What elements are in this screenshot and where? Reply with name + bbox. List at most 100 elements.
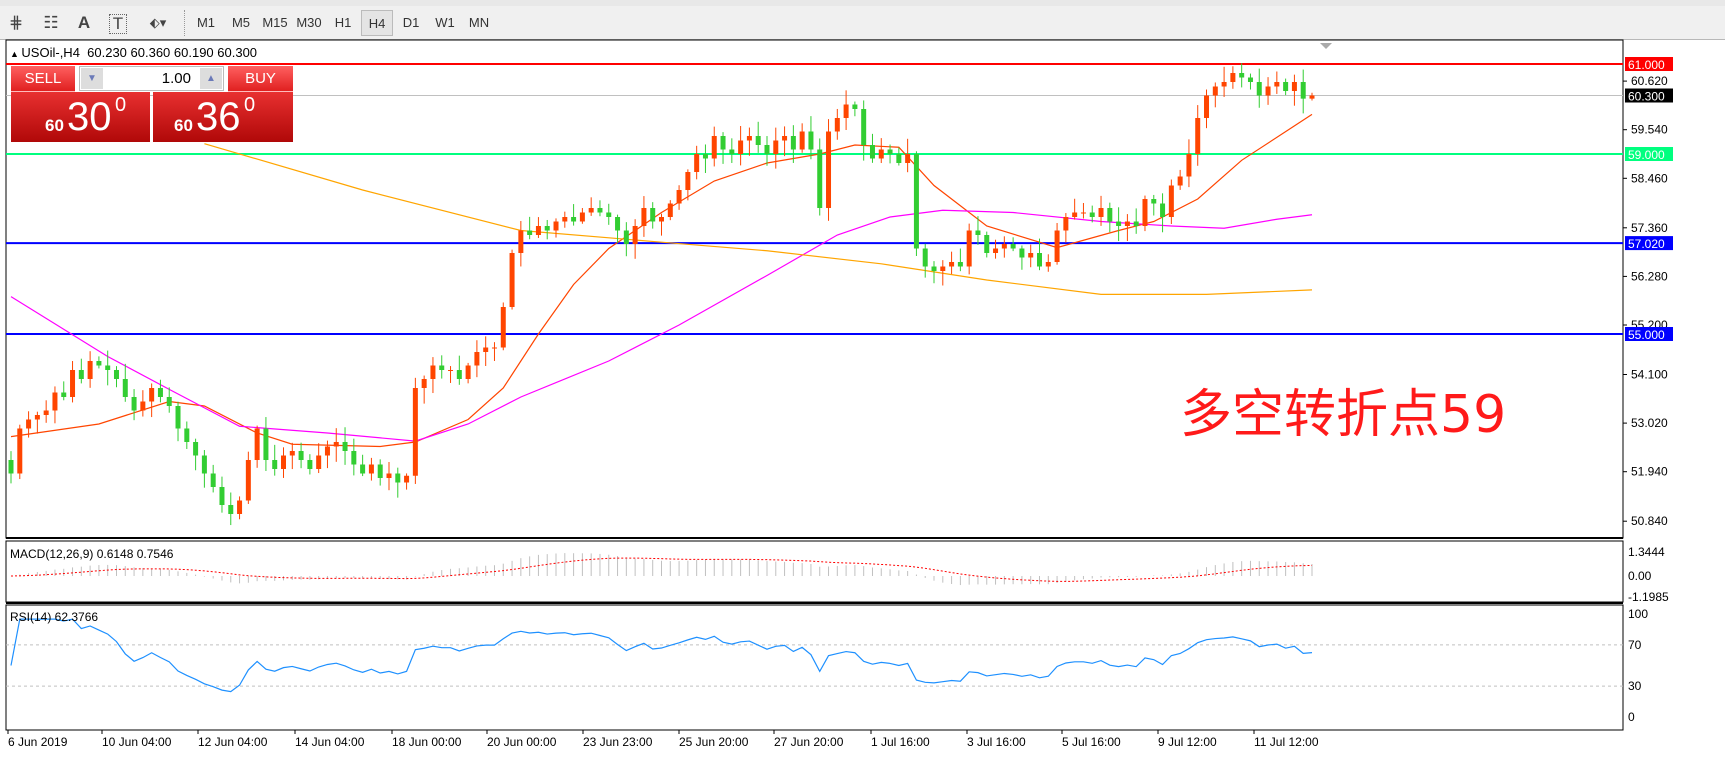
timeframe-mn[interactable]: MN (468, 15, 490, 30)
candle-body (518, 230, 524, 253)
lot-decrease-icon[interactable]: ▼ (81, 68, 103, 89)
candle-body (483, 347, 489, 352)
candle-body (17, 428, 23, 474)
timeframe-m5[interactable]: M5 (231, 15, 251, 30)
rsi-tick-label: 30 (1628, 679, 1642, 693)
one-click-trading-panel: SELL ▼ 1.00 ▲ BUY 60 30 0 60 36 0 (11, 66, 293, 142)
timeframe-w1[interactable]: W1 (435, 15, 455, 30)
candle-body (588, 208, 594, 213)
candle-body (1054, 230, 1060, 262)
price-tick-label: 50.840 (1631, 514, 1668, 528)
candle-body (210, 473, 216, 487)
candle-body (1089, 212, 1095, 217)
fibonacci-expansion-icon[interactable]: ⋕ (8, 13, 24, 32)
candle-body (527, 230, 533, 235)
macd-signal-line (10, 557, 1313, 582)
macd-tick-label: 0.00 (1628, 569, 1652, 583)
lot-size-field[interactable]: ▼ 1.00 ▲ (79, 66, 224, 91)
candle-body (650, 208, 656, 222)
candle-body (738, 140, 744, 154)
sell-price[interactable]: 60 30 0 (11, 92, 150, 142)
candle-body (219, 487, 225, 505)
candle-body (421, 379, 427, 388)
candle-body (1072, 212, 1078, 217)
candle-body (940, 266, 946, 271)
candle-body (1239, 73, 1245, 78)
candle-body (1124, 221, 1130, 226)
candle-body (1212, 86, 1218, 96)
candle-body (764, 145, 770, 154)
buy-button[interactable]: BUY (228, 66, 293, 92)
candle-body (720, 136, 726, 150)
candle-body (228, 505, 234, 514)
timeframe-h1[interactable]: H1 (334, 15, 352, 30)
price-line-label-bg (1625, 88, 1673, 103)
arrows-icon[interactable]: ⬖▾ (149, 15, 167, 30)
candle-body (1116, 221, 1122, 226)
timeframe-h4[interactable]: H4 (361, 10, 393, 36)
candle-body (1098, 208, 1104, 217)
sell-button[interactable]: SELL (11, 66, 75, 92)
rsi-tick-label: 100 (1628, 607, 1648, 621)
buy-price-fraction: 0 (244, 94, 256, 116)
collapse-triangle-icon[interactable]: ▲ (10, 49, 22, 59)
candle-body (1142, 199, 1148, 226)
chart-annotation-text[interactable]: 多空转折点59 (1180, 385, 1507, 445)
candle-body (826, 131, 832, 208)
candle-body (553, 221, 559, 231)
toolbar-separator (184, 10, 187, 36)
rsi-line (10, 618, 1313, 693)
timeframe-m30[interactable]: M30 (296, 15, 322, 30)
text-label-icon[interactable]: T (109, 14, 127, 34)
candle-body (606, 212, 612, 217)
timeframe-d1[interactable]: D1 (402, 15, 420, 30)
candle-body (324, 446, 330, 456)
candle-body (333, 442, 339, 447)
candle-body (412, 388, 418, 476)
candle-body (957, 262, 963, 267)
candle-body (615, 217, 621, 231)
candle-body (342, 442, 348, 451)
moving-average-fast (10, 113, 1313, 448)
fibonacci-fan-icon[interactable]: ☷ (43, 13, 59, 32)
candle-body (1045, 262, 1051, 267)
candle-body (659, 217, 664, 222)
candle-body (843, 104, 849, 118)
candle-body (1036, 253, 1042, 267)
candle-body (746, 136, 752, 141)
candle-body (430, 365, 436, 379)
candle-body (87, 361, 93, 379)
candle-body (535, 226, 541, 235)
candle-body (404, 475, 410, 483)
text-icon[interactable]: A (77, 13, 91, 32)
candle-body (491, 347, 497, 349)
candle-body (1107, 208, 1113, 222)
timeframe-m15[interactable]: M15 (262, 15, 288, 30)
candle-body (509, 253, 515, 307)
candle-body (913, 154, 919, 249)
candle-body (43, 410, 49, 415)
price-tick-label: 57.360 (1631, 221, 1668, 235)
candle-body (676, 190, 682, 204)
candle-body (1230, 73, 1236, 82)
chart-shift-marker-icon (1320, 43, 1332, 49)
buy-price-pips: 36 (196, 95, 241, 139)
macd-tick-label: 1.3444 (1628, 545, 1665, 559)
candle-body (1001, 244, 1007, 249)
lot-increase-icon[interactable]: ▲ (200, 68, 222, 89)
candle-body (184, 428, 190, 442)
candle-body (887, 149, 893, 154)
candle-body (755, 136, 761, 145)
buy-price[interactable]: 60 36 0 (153, 92, 293, 142)
candle-body (966, 230, 972, 267)
candle-body (1204, 95, 1210, 118)
timeframe-m1[interactable]: M1 (196, 15, 216, 30)
candle-body (122, 379, 128, 397)
macd-tick-label: -1.1985 (1628, 590, 1669, 604)
lot-value: 1.00 (161, 70, 191, 87)
time-label: 11 Jul 12:00 (1254, 735, 1319, 749)
price-tick-label: 60.620 (1631, 74, 1668, 88)
candle-body (448, 370, 454, 371)
candle-body (808, 131, 814, 150)
candle-body (386, 473, 392, 478)
